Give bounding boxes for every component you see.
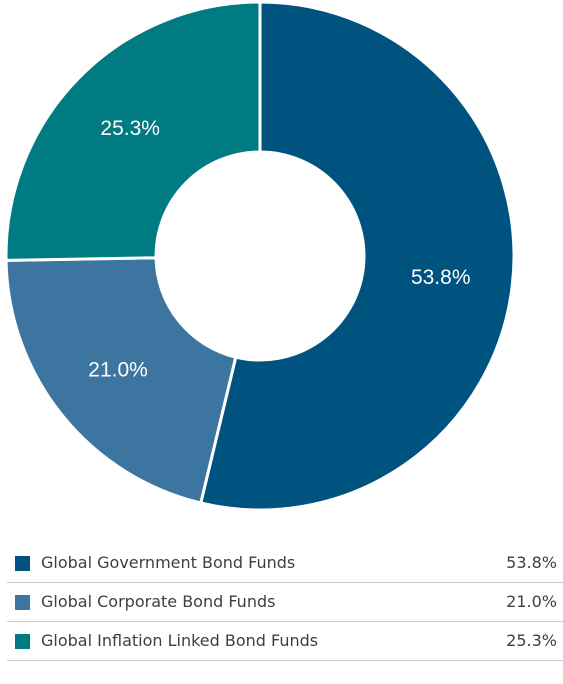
donut-slice-inflation-linked [4, 0, 262, 262]
legend-value: 21.0% [506, 592, 557, 611]
donut-slice-government [198, 0, 516, 512]
slice-label-inflation-linked: 25.3% [100, 117, 160, 140]
legend-value: 25.3% [506, 631, 557, 650]
legend: Global Government Bond Funds 53.8% Globa… [7, 544, 563, 661]
legend-label: Global Inflation Linked Bond Funds [41, 631, 319, 650]
slice-label-corporate: 21.0% [88, 358, 148, 381]
donut-slice-corporate [4, 256, 238, 505]
donut-chart: 53.8% 21.0% 25.3% [4, 0, 516, 512]
legend-item-corporate: Global Corporate Bond Funds 21.0% [7, 583, 563, 622]
legend-value: 53.8% [506, 553, 557, 572]
legend-label: Global Corporate Bond Funds [41, 592, 276, 611]
legend-swatch-government [15, 556, 30, 571]
slice-label-government: 53.8% [411, 266, 471, 289]
legend-label: Global Government Bond Funds [41, 553, 296, 572]
legend-item-inflation-linked: Global Inflation Linked Bond Funds 25.3% [7, 622, 563, 661]
legend-swatch-corporate [15, 595, 30, 610]
legend-item-government: Global Government Bond Funds 53.8% [7, 544, 563, 583]
legend-swatch-inflation-linked [15, 634, 30, 649]
